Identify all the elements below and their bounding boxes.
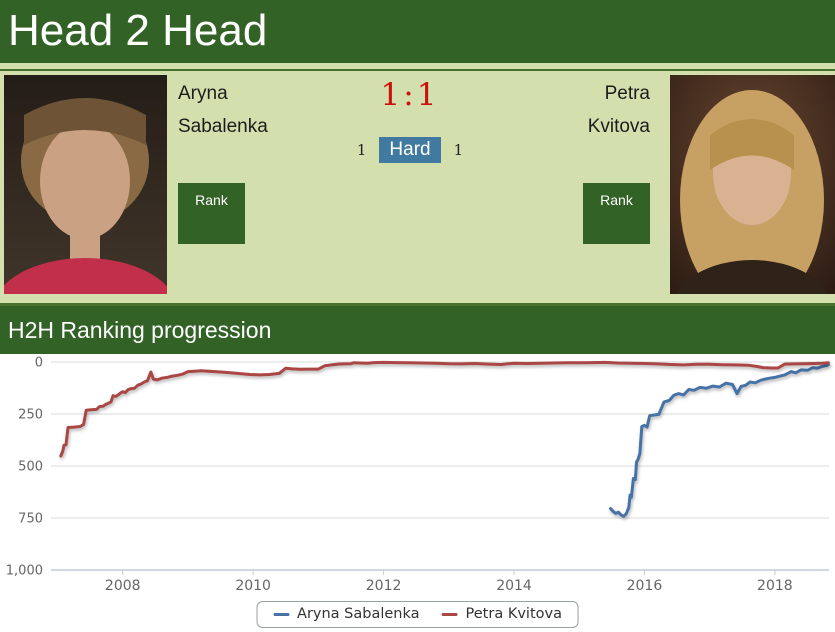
ranking-chart: 0 250 500 750 1,000 2008 2010 2012 2014 2016 2018 … [0, 354, 835, 632]
surface-badge: Hard [379, 137, 441, 163]
player1-name: Aryna Sabalenka [178, 77, 268, 143]
h2h-score: 1:1 [380, 77, 440, 113]
y-axis-label: 250 [18, 408, 43, 423]
legend-item-aryna-sabalenka[interactable]: Aryna Sabalenka [273, 606, 420, 622]
legend-label-petra-kvitova: Petra Kvitova [465, 606, 562, 622]
y-axis-label: 750 [18, 512, 43, 527]
page-title: Head 2 Head [8, 6, 268, 55]
section-header: H2H Ranking progression [0, 306, 835, 354]
x-axis-label: 2008 [105, 578, 141, 594]
x-axis-label: 2012 [366, 578, 402, 594]
y-axis-label: 500 [18, 460, 43, 475]
player2-last-name: Kvitova [587, 116, 650, 137]
player1-last-name: Sabalenka [178, 116, 268, 137]
player1-photo [4, 75, 167, 294]
page-header: Head 2 Head [0, 0, 835, 63]
legend-marker-aryna-sabalenka [273, 612, 290, 616]
surface-breakdown: 1 Hard 1 [300, 137, 520, 163]
x-axis-label: 2010 [235, 578, 271, 594]
player2-photo [670, 75, 835, 294]
x-axis-label: 2018 [757, 578, 793, 594]
player2-rank-label: Rank [600, 192, 633, 208]
x-axis-label: 2016 [627, 578, 663, 594]
ranking-chart-svg: 0 250 500 750 1,000 2008 2010 2012 2014 2016 2018 [6, 356, 830, 594]
player1-rank-button[interactable]: Rank [178, 183, 245, 244]
series-line-petra-kvitova [59, 360, 830, 458]
player1-hard-wins: 1 [356, 141, 367, 159]
player1-first-name: Aryna [178, 83, 228, 104]
y-axis-label: 0 [35, 356, 43, 371]
section-title: H2H Ranking progression [8, 317, 272, 343]
player1-rank-label: Rank [195, 192, 228, 208]
legend-marker-petra-kvitova [441, 612, 458, 616]
head2head-panel: Aryna Sabalenka 1:1 1 Hard 1 Rank Petra … [0, 71, 835, 303]
player2-rank-button[interactable]: Rank [583, 183, 650, 244]
player2-name: Petra Kvitova [588, 77, 650, 143]
player2-hard-wins: 1 [453, 141, 464, 159]
divider-light [0, 63, 835, 69]
divider-dark [0, 69, 835, 71]
legend-label-aryna-sabalenka: Aryna Sabalenka [297, 606, 420, 622]
x-axis-label: 2014 [496, 578, 532, 594]
player2-first-name: Petra [604, 83, 650, 104]
y-axis-label: 1,000 [6, 564, 43, 579]
divider [0, 303, 835, 306]
series-line-aryna-sabalenka [609, 363, 830, 518]
x-axis: 2008 2010 2012 2014 2016 2018 [51, 569, 829, 594]
legend-item-petra-kvitova[interactable]: Petra Kvitova [441, 606, 562, 622]
chart-legend: Aryna Sabalenka Petra Kvitova [256, 601, 579, 628]
